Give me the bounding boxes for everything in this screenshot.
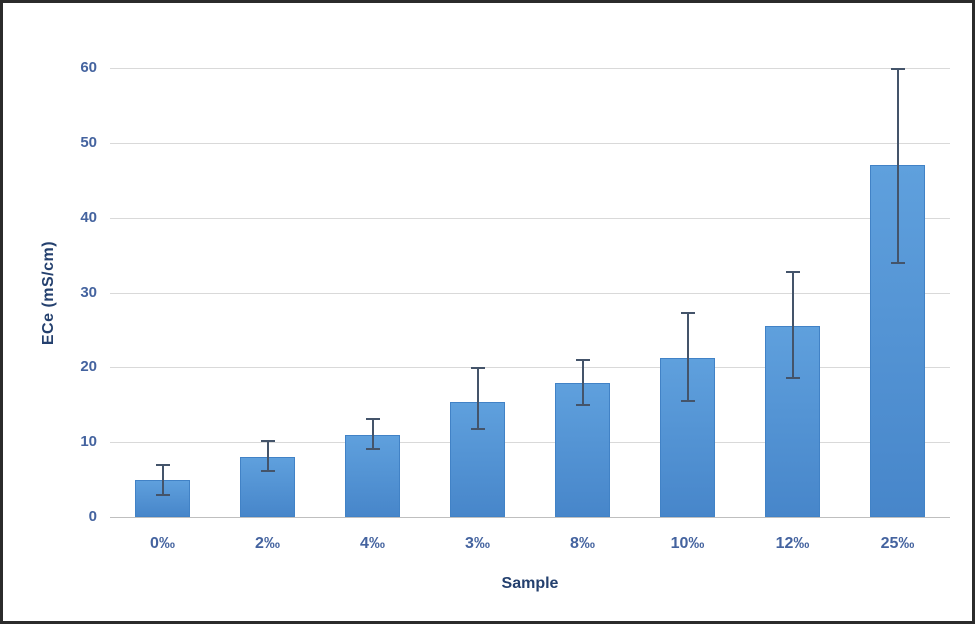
error-bar-4‰ bbox=[371, 418, 374, 449]
error-cap-top-12‰ bbox=[785, 271, 800, 274]
x-axis-line bbox=[110, 517, 950, 518]
y-tick-label-30: 30 bbox=[80, 283, 97, 301]
x-category-label-8‰: 8‰ bbox=[570, 535, 595, 552]
y-tick-label-60: 60 bbox=[80, 59, 97, 76]
y-axis-title: ECe (mS/cm) bbox=[40, 240, 57, 345]
bar-slot bbox=[635, 68, 740, 517]
error-bar-8‰ bbox=[581, 359, 584, 405]
x-category-label-2‰: 2‰ bbox=[255, 535, 280, 552]
error-cap-bottom-25‰ bbox=[890, 261, 905, 264]
y-tick-label-20: 20 bbox=[80, 358, 97, 376]
gridline-y40 bbox=[110, 217, 950, 219]
gridline-y50 bbox=[110, 142, 950, 144]
x-category-label-0‰: 0‰ bbox=[150, 535, 175, 552]
error-cap-bottom-8‰ bbox=[575, 403, 590, 406]
error-cap-bottom-3‰ bbox=[470, 428, 485, 431]
y-tick-label-0: 0 bbox=[88, 508, 97, 525]
y-tick-label-10: 10 bbox=[80, 433, 97, 451]
error-cap-bottom-4‰ bbox=[365, 447, 380, 450]
error-bar-25‰ bbox=[896, 69, 899, 263]
bar-slot bbox=[320, 68, 425, 517]
error-bar-10‰ bbox=[686, 312, 689, 401]
error-cap-bottom-12‰ bbox=[785, 376, 800, 379]
bar-slot bbox=[215, 68, 320, 517]
bar-slot bbox=[845, 68, 950, 517]
y-tick-label-50: 50 bbox=[80, 133, 97, 151]
bar-slot bbox=[740, 68, 845, 517]
plot-area bbox=[110, 68, 950, 518]
x-category-label-10‰: 10‰ bbox=[670, 535, 705, 552]
error-cap-bottom-2‰ bbox=[260, 469, 275, 472]
error-cap-bottom-0‰ bbox=[155, 493, 170, 496]
gridline-y60 bbox=[110, 68, 950, 69]
bar-slot bbox=[425, 68, 530, 517]
error-cap-top-0‰ bbox=[155, 464, 170, 467]
error-cap-top-8‰ bbox=[575, 358, 590, 361]
gridline-y10 bbox=[110, 442, 950, 444]
error-cap-top-3‰ bbox=[470, 367, 485, 370]
bar-slot bbox=[110, 68, 215, 517]
error-cap-top-10‰ bbox=[680, 311, 695, 314]
y-tick-label-40: 40 bbox=[80, 208, 97, 226]
error-cap-bottom-10‰ bbox=[680, 400, 695, 402]
error-bar-12‰ bbox=[791, 272, 794, 378]
gridline-y20 bbox=[110, 367, 950, 369]
x-category-label-4‰: 4‰ bbox=[360, 535, 385, 552]
error-cap-top-2‰ bbox=[260, 440, 275, 443]
error-bar-3‰ bbox=[476, 368, 479, 430]
x-category-label-12‰: 12‰ bbox=[775, 535, 810, 552]
bar-slot bbox=[530, 68, 635, 517]
x-category-label-3‰: 3‰ bbox=[465, 535, 490, 552]
gridline-y30 bbox=[110, 292, 950, 294]
error-cap-top-25‰ bbox=[890, 68, 905, 71]
error-bar-2‰ bbox=[266, 441, 269, 471]
x-category-label-25‰: 25‰ bbox=[880, 535, 915, 552]
x-axis-title: Sample bbox=[501, 575, 559, 592]
bar-2‰ bbox=[240, 457, 295, 517]
error-cap-top-4‰ bbox=[365, 417, 380, 420]
error-bar-0‰ bbox=[161, 465, 164, 495]
